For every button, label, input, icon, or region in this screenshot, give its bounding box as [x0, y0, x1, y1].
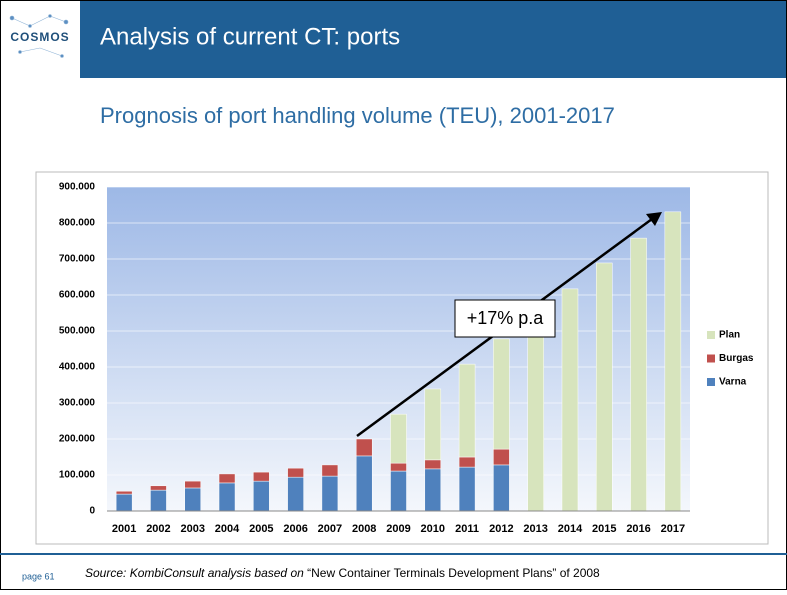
bar-segment	[493, 338, 510, 450]
logo: COSMOS	[10, 30, 69, 44]
x-tick-label: 2001	[112, 523, 136, 535]
annotation: +17% p.a	[467, 308, 545, 328]
bar-segment	[458, 363, 476, 458]
y-tick-label: 100.000	[59, 470, 96, 481]
y-tick-label: 200.000	[59, 434, 96, 445]
slide-subtitle: Prognosis of port handling volume (TEU),…	[100, 103, 615, 128]
bar-segment	[493, 448, 510, 466]
bar-segment	[115, 493, 133, 512]
bar-segment	[321, 464, 339, 477]
bar-segment	[424, 388, 442, 461]
x-tick-label: 2006	[283, 523, 307, 535]
bar-segment	[253, 480, 270, 512]
y-tick-label: 300.000	[59, 398, 96, 409]
legend-swatch	[707, 378, 715, 386]
x-tick-label: 2012	[489, 523, 513, 535]
bar-segment	[630, 237, 647, 512]
bar-segment	[390, 462, 407, 472]
bar-segment	[184, 487, 201, 512]
legend-swatch	[707, 354, 715, 363]
source-prefix: Source: KombiConsult analysis based on	[85, 566, 304, 580]
bar-segment	[424, 468, 442, 512]
bar-segment	[424, 459, 442, 470]
y-tick-label: 400.000	[59, 362, 96, 373]
bar-segment	[355, 455, 373, 512]
y-tick-label: 700.000	[59, 254, 96, 265]
bar-segment	[561, 288, 579, 512]
bar-segment	[287, 476, 304, 512]
x-tick-label: 2004	[215, 523, 240, 535]
bar-segment	[287, 467, 304, 478]
x-tick-label: 2011	[455, 523, 479, 535]
x-tick-label: 2003	[180, 523, 204, 535]
x-tick-label: 2015	[592, 523, 616, 535]
x-tick-label: 2007	[318, 523, 342, 535]
x-tick-label: 2008	[352, 523, 376, 535]
legend-label: Burgas	[719, 353, 754, 364]
bar-segment	[664, 211, 682, 512]
logo-dots	[9, 14, 69, 58]
source: Source: KombiConsult analysis based on “…	[85, 566, 600, 580]
bar-segment	[355, 438, 373, 457]
bar-segment	[527, 330, 544, 512]
annotation-box	[454, 299, 556, 338]
arrow-head	[646, 212, 662, 226]
x-tick-label: 2010	[421, 523, 445, 535]
bar-segment	[150, 489, 167, 512]
y-tick-label: 600.000	[59, 290, 96, 301]
bar-segment	[115, 490, 133, 495]
bar-segment	[390, 413, 407, 464]
bar-segment	[184, 480, 201, 489]
x-tick-label: 2013	[523, 523, 547, 535]
x-tick-label: 2009	[386, 523, 410, 535]
legend-swatch	[707, 331, 715, 339]
x-tick-label: 2017	[661, 523, 685, 535]
y-tick-label: 500.000	[59, 326, 96, 337]
bar-segment	[390, 470, 407, 512]
bar-segment	[218, 482, 236, 512]
x-tick-label: 2002	[146, 523, 170, 535]
slide-title: Analysis of current CT: ports	[100, 23, 400, 50]
bar-segment	[321, 475, 339, 512]
y-tick-label: 800.000	[59, 218, 96, 229]
page-number: page 61	[22, 571, 55, 581]
y-tick-label: 0	[89, 506, 95, 517]
x-tick-label: 2016	[626, 523, 650, 535]
legend-label: Varna	[719, 377, 747, 388]
bar-segment	[218, 473, 236, 484]
x-tick-label: 2005	[249, 523, 273, 535]
x-tick-label: 2014	[558, 523, 583, 535]
bar-segment	[150, 485, 167, 491]
source-doc: “New Container Terminals Development Pla…	[307, 566, 600, 580]
bar-segment	[458, 456, 476, 468]
legend-label: Plan	[719, 330, 740, 341]
header-bar	[80, 1, 786, 78]
y-tick-label: 900.000	[59, 182, 96, 193]
bar-segment	[493, 464, 510, 512]
bar-segment	[253, 471, 270, 482]
bar-segment	[458, 466, 476, 512]
bar-segment	[596, 262, 613, 512]
